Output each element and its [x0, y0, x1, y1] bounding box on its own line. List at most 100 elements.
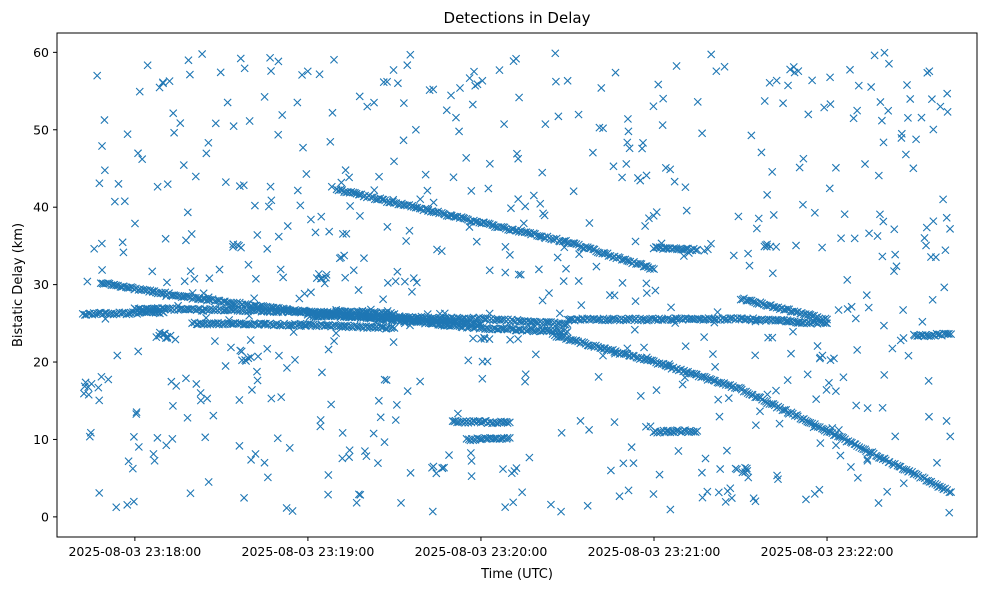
data-point	[722, 446, 731, 455]
data-point	[623, 114, 632, 123]
data-point	[726, 381, 735, 389]
x-tick-label: 2025-08-03 23:20:00	[415, 544, 548, 559]
data-point	[642, 171, 651, 180]
data-point	[905, 466, 914, 475]
data-point	[693, 97, 702, 106]
data-point	[282, 503, 291, 512]
data-point	[812, 395, 821, 404]
data-point	[716, 465, 725, 474]
data-point	[760, 97, 769, 105]
data-point	[644, 214, 653, 223]
data-point	[424, 207, 433, 216]
data-point	[897, 129, 906, 138]
data-point	[400, 277, 409, 286]
data-point	[819, 315, 828, 324]
data-point	[742, 464, 751, 473]
data-point	[641, 422, 650, 431]
data-point	[83, 277, 92, 286]
data-point	[843, 275, 852, 284]
data-point	[927, 331, 936, 340]
data-point	[299, 143, 308, 152]
data-point	[751, 421, 760, 430]
data-point	[831, 431, 840, 440]
data-point	[405, 315, 414, 324]
data-point	[196, 396, 205, 405]
data-point	[505, 418, 514, 427]
data-point	[512, 149, 521, 158]
data-point	[167, 377, 176, 386]
data-point	[890, 225, 899, 234]
data-point	[864, 303, 873, 312]
data-point	[570, 239, 579, 248]
data-point	[118, 238, 127, 247]
data-point	[883, 487, 892, 496]
data-point	[538, 296, 547, 305]
data-point	[416, 377, 425, 386]
data-point	[421, 170, 430, 179]
data-point	[631, 297, 640, 306]
data-point	[847, 302, 856, 311]
data-point	[550, 235, 559, 244]
data-point	[279, 273, 288, 282]
data-point	[250, 294, 259, 303]
data-point	[878, 403, 887, 412]
data-point	[651, 286, 660, 295]
data-point	[240, 64, 249, 73]
data-point	[560, 243, 569, 252]
data-point	[698, 493, 707, 502]
data-point	[468, 100, 477, 109]
data-point	[307, 311, 316, 320]
data-point	[529, 191, 538, 200]
data-point	[515, 93, 524, 102]
data-point	[370, 186, 379, 195]
data-point	[411, 125, 420, 134]
data-point	[495, 66, 504, 75]
data-point	[815, 354, 824, 363]
data-point	[924, 376, 933, 385]
x-tick-label: 2025-08-03 23:21:00	[588, 544, 721, 559]
data-point	[574, 277, 583, 286]
data-point	[557, 332, 566, 341]
data-point	[710, 318, 719, 327]
data-point	[100, 116, 109, 125]
data-point	[760, 242, 769, 251]
data-point	[437, 247, 446, 256]
data-point	[442, 106, 451, 115]
data-point	[690, 369, 699, 378]
data-point	[514, 334, 523, 343]
data-point	[428, 319, 437, 328]
data-point	[170, 128, 179, 137]
data-point	[202, 313, 211, 322]
data-point	[674, 446, 683, 455]
data-point	[235, 182, 244, 191]
data-point	[389, 338, 398, 347]
data-point	[288, 507, 297, 515]
data-point	[215, 265, 224, 274]
data-point	[251, 274, 260, 283]
data-point	[383, 307, 392, 315]
data-point	[278, 111, 287, 120]
data-point	[168, 434, 177, 443]
data-point	[236, 54, 245, 63]
data-point	[917, 113, 926, 122]
data-point	[943, 329, 952, 338]
chart-title: Detections in Delay	[444, 9, 591, 27]
data-point	[795, 163, 804, 172]
data-point	[843, 304, 852, 313]
data-point	[425, 86, 434, 95]
data-point	[229, 122, 238, 131]
data-point	[888, 344, 897, 353]
data-point	[97, 372, 106, 381]
data-point	[273, 434, 282, 443]
data-point	[825, 184, 834, 193]
data-point	[412, 278, 421, 287]
data-point	[850, 234, 859, 243]
data-point	[671, 319, 680, 328]
data-point	[884, 59, 893, 68]
data-point	[863, 404, 872, 413]
data-point	[429, 198, 438, 207]
data-point	[285, 307, 294, 316]
data-point	[80, 382, 89, 391]
data-point	[456, 83, 464, 92]
data-point	[125, 283, 134, 292]
